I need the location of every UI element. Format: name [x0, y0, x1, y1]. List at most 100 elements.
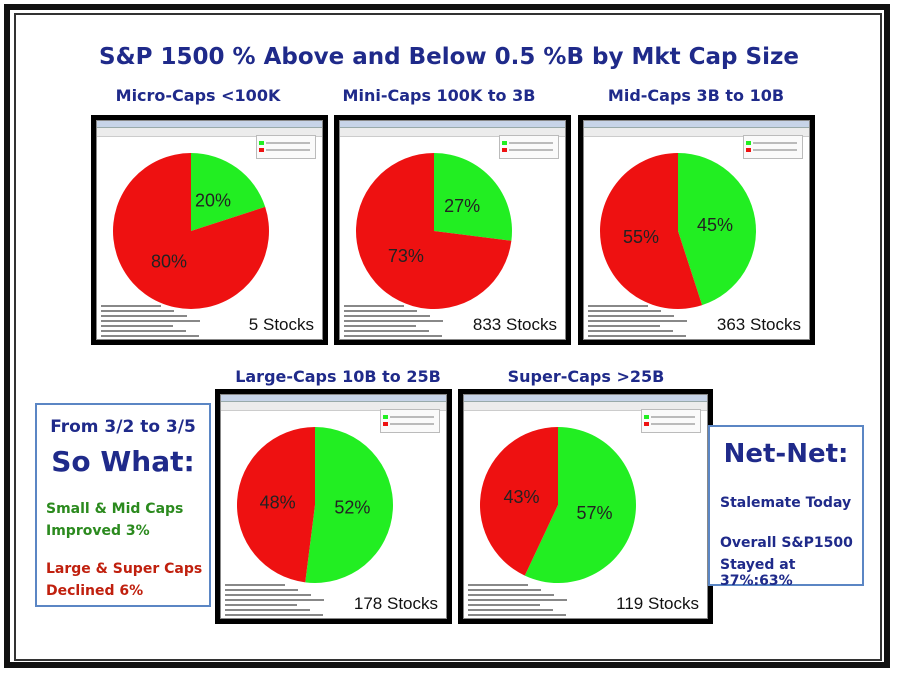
pie-slice-above — [678, 153, 756, 306]
report-line — [588, 315, 674, 317]
cap-label-mini: Mini-Caps 100K to 3B — [342, 86, 536, 105]
report-line — [344, 315, 430, 317]
pie-slice-above — [434, 153, 512, 241]
inner-frame — [14, 13, 882, 661]
pie-label-below: 48% — [260, 493, 296, 513]
report-line — [344, 320, 443, 322]
cap-label-large: Large-Caps 10B to 25B — [235, 367, 441, 386]
window-titlebar — [584, 121, 809, 128]
legend-swatch — [644, 422, 649, 426]
pie-legend — [256, 135, 316, 159]
legend-line — [390, 423, 434, 425]
legend-line — [753, 149, 797, 151]
stock-count: 363 Stocks — [716, 315, 801, 334]
pie-legend — [641, 409, 701, 433]
pie-chart: 52% 48% — [236, 427, 393, 583]
pie-label-above: 52% — [334, 497, 370, 517]
pie-chart: 20% 80% — [112, 153, 269, 309]
legend-line — [390, 416, 434, 418]
report-line — [468, 584, 528, 586]
window-toolbar — [584, 128, 809, 137]
outer-frame — [4, 4, 890, 668]
window-toolbar — [221, 402, 446, 411]
overall-text: Overall S&P1500 — [720, 535, 853, 551]
app-window: 45% 55% 363 Stocks — [583, 120, 810, 340]
report-line — [588, 325, 660, 327]
stock-count: 178 Stocks — [353, 594, 438, 613]
pie-panel-super: 57% 43% 119 Stocks — [458, 389, 713, 624]
legend-swatch — [746, 148, 751, 152]
report-line — [344, 310, 417, 312]
report-line — [588, 305, 648, 307]
report-line — [225, 599, 324, 601]
report-line — [468, 594, 554, 596]
pie-slice-below — [480, 427, 558, 576]
pie-chart: 45% 55% — [600, 153, 756, 309]
stock-count: 833 Stocks — [472, 315, 557, 334]
pie-legend — [380, 409, 440, 433]
pie-label-above: 27% — [444, 196, 480, 216]
pie-legend — [743, 135, 803, 159]
legend-line — [651, 423, 695, 425]
report-line — [344, 305, 404, 307]
report-line — [468, 599, 567, 601]
pie-chart: 57% 43% — [480, 427, 636, 583]
report-line — [101, 305, 161, 307]
legend-swatch — [502, 141, 507, 145]
report-line — [225, 614, 323, 616]
report-info — [344, 302, 444, 337]
report-line — [588, 330, 673, 332]
small-mid-caps-text: Small & Mid Caps — [46, 501, 184, 517]
net-net-heading: Net-Net: — [723, 439, 849, 469]
pie-panel-micro: 20% 80% 5 Stocks — [91, 115, 328, 345]
pie-label-below: 80% — [151, 251, 187, 271]
cap-label-mid: Mid-Caps 3B to 10B — [607, 86, 785, 105]
report-line — [101, 320, 200, 322]
app-window: 57% 43% 119 Stocks — [463, 394, 708, 619]
report-line — [468, 589, 541, 591]
report-line — [225, 604, 297, 606]
report-line — [101, 315, 187, 317]
pie-label-above: 45% — [697, 215, 733, 235]
summary-box-left: From 3/2 to 3/5 So What: Small & Mid Cap… — [35, 403, 211, 607]
report-info — [225, 581, 325, 616]
pie-slice-above — [524, 427, 636, 583]
improved-text: Improved 3% — [46, 523, 150, 539]
report-line — [225, 589, 298, 591]
report-line — [344, 330, 429, 332]
report-line — [588, 310, 661, 312]
report-line — [225, 609, 310, 611]
pie-label-below: 73% — [388, 246, 424, 266]
pie-panel-mini: 27% 73% 833 Stocks — [334, 115, 571, 345]
pie-label-below: 43% — [503, 487, 539, 507]
pie-slice-below — [112, 153, 269, 309]
report-line — [101, 330, 186, 332]
report-line — [101, 325, 173, 327]
report-line — [101, 310, 174, 312]
legend-swatch — [502, 148, 507, 152]
legend-swatch — [746, 141, 751, 145]
pie-label-above: 57% — [577, 503, 613, 523]
pie-label-above: 20% — [195, 191, 231, 211]
legend-line — [509, 142, 553, 144]
pie-slice-above — [191, 153, 266, 231]
window-titlebar — [340, 121, 565, 128]
page-title: S&P 1500 % Above and Below 0.5 %B by Mkt… — [99, 44, 799, 70]
cap-label-micro: Micro-Caps <100K — [115, 86, 281, 105]
pie-slice-above — [305, 427, 393, 583]
legend-swatch — [644, 415, 649, 419]
legend-swatch — [383, 422, 388, 426]
pie-slice-below — [356, 153, 512, 309]
pie-legend — [499, 135, 559, 159]
window-toolbar — [464, 402, 707, 411]
stock-count: 5 Stocks — [248, 315, 314, 334]
summary-box-right: Net-Net: Stalemate Today Overall S&P1500… — [708, 425, 864, 589]
window-titlebar — [464, 395, 707, 402]
report-line — [101, 335, 199, 337]
cap-label-super: Super-Caps >25B — [507, 367, 665, 386]
pie-label-below: 55% — [623, 227, 659, 247]
app-window: 52% 48% 178 Stocks — [220, 394, 447, 619]
report-line — [588, 320, 687, 322]
stock-count: 119 Stocks — [616, 594, 699, 613]
report-line — [588, 335, 686, 337]
